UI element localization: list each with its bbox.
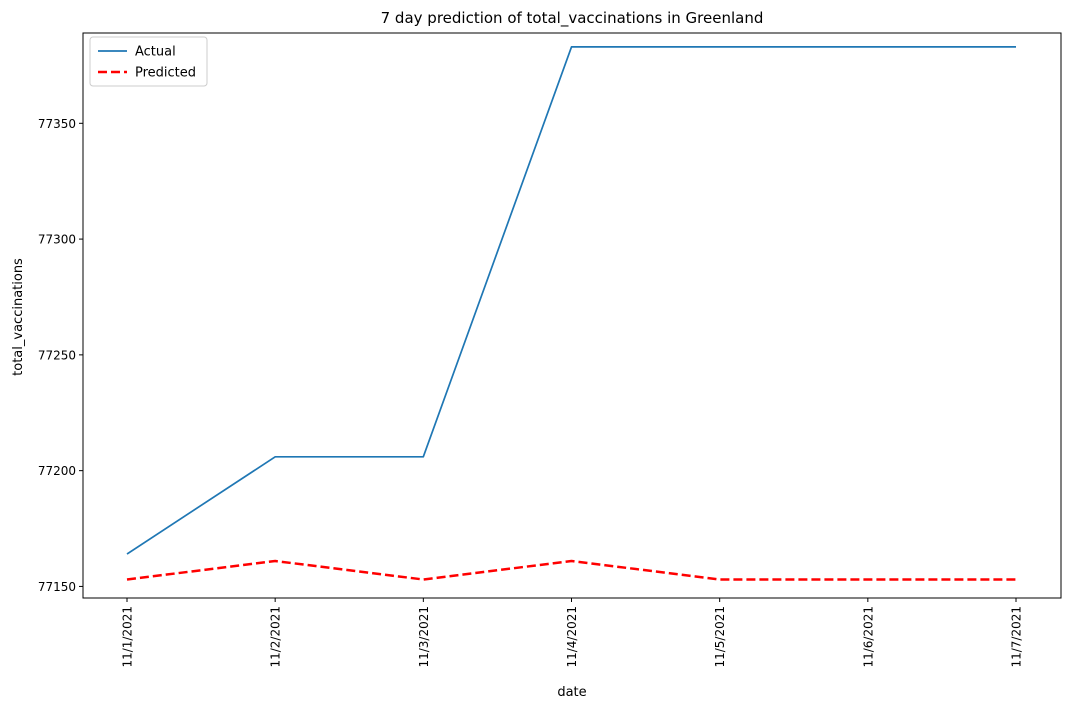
legend-box bbox=[89, 36, 208, 87]
x-tick-label: 11/4/2021 bbox=[565, 606, 579, 668]
chart-title: 7 day prediction of total_vaccinations i… bbox=[381, 9, 764, 28]
x-tick-label: 11/5/2021 bbox=[713, 606, 727, 668]
y-tick-label: 77350 bbox=[38, 117, 76, 131]
series-line-actual bbox=[126, 46, 1016, 555]
series-line-predicted bbox=[126, 559, 1016, 581]
y-tick-label: 77250 bbox=[38, 348, 76, 362]
x-tick-label: 11/7/2021 bbox=[1010, 606, 1024, 668]
plot-area: 77150 77200 77250 77300 77350 11/1/2021 11/2/2… bbox=[38, 32, 1062, 668]
x-axis-label: date bbox=[557, 685, 586, 700]
x-tick-label: 11/2/2021 bbox=[269, 606, 283, 668]
y-tick-label: 77200 bbox=[38, 464, 76, 478]
y-tick-label: 77150 bbox=[38, 580, 76, 594]
x-tick-label: 11/1/2021 bbox=[121, 606, 135, 668]
y-axis-label: total_vaccinations bbox=[11, 258, 26, 376]
x-tick-label: 11/6/2021 bbox=[861, 606, 875, 668]
x-tick-label: 11/3/2021 bbox=[417, 606, 431, 668]
legend-label: Actual bbox=[135, 45, 176, 60]
legend-label: Predicted bbox=[135, 66, 196, 81]
y-tick-label: 77300 bbox=[38, 233, 76, 247]
axes-frame bbox=[82, 32, 1062, 599]
